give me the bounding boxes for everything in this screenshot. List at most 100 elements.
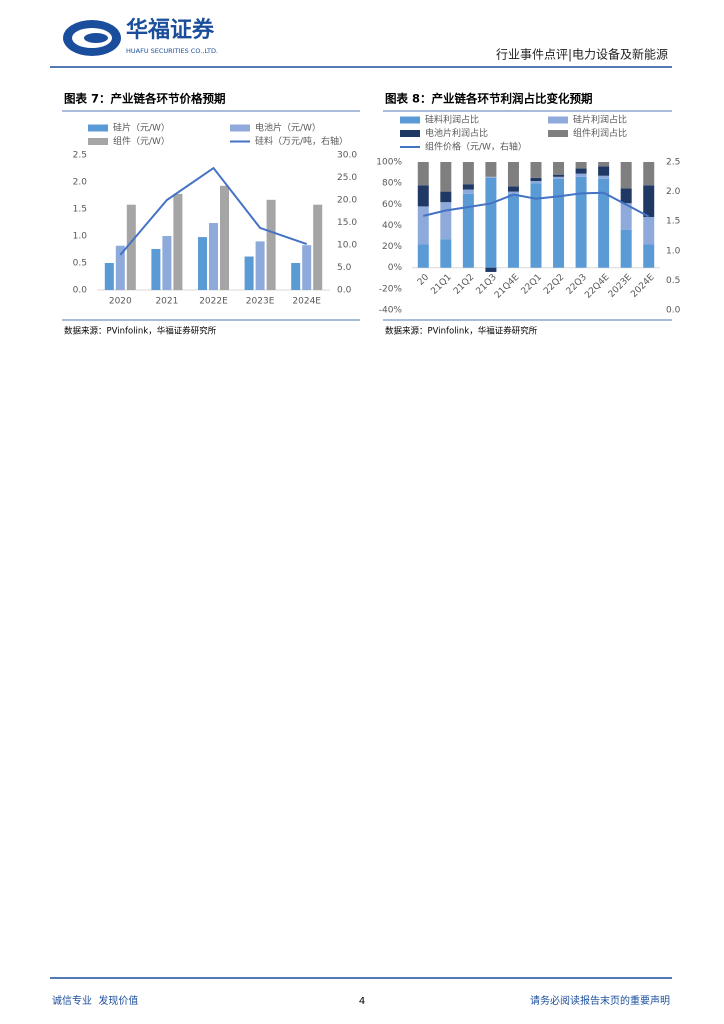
bar-segment xyxy=(620,229,632,268)
x-tick-label: 2022E xyxy=(199,297,228,307)
logo xyxy=(63,20,121,56)
bar-segment xyxy=(440,239,452,268)
bar-segment xyxy=(575,176,587,268)
bar-segment xyxy=(575,168,587,174)
bar-segment xyxy=(620,203,632,230)
y2-tick-label: 20.0 xyxy=(337,196,357,206)
bar-segment xyxy=(440,162,452,192)
bar-segment xyxy=(530,183,542,268)
y-tick-label: -20% xyxy=(379,284,403,294)
bar xyxy=(115,245,125,290)
logo-en: HUAFU SECURITIES CO.,LTD. xyxy=(126,47,218,55)
x-tick-label: 2024E xyxy=(292,297,321,307)
y2-tick-label: 0.5 xyxy=(666,276,680,286)
y2-tick-label: 30.0 xyxy=(337,151,357,161)
x-tick-label: 2023E xyxy=(246,297,275,307)
bar-segment xyxy=(507,186,519,192)
y-tick-label: 80% xyxy=(382,179,402,189)
bar-segment xyxy=(530,177,542,182)
figure-title: 图表 7：产业链各环节价格预期 xyxy=(64,92,226,106)
bar xyxy=(151,248,161,290)
y-tick-label: 60% xyxy=(382,200,402,210)
bar xyxy=(291,263,301,290)
bar xyxy=(244,256,254,290)
y2-tick-label: 5.0 xyxy=(337,263,352,273)
y-tick-label: 20% xyxy=(382,242,402,252)
bar-segment xyxy=(598,175,610,179)
bar-segment xyxy=(575,162,587,169)
bar-segment xyxy=(417,206,429,245)
bar-segment xyxy=(507,162,519,187)
bar-segment xyxy=(485,267,497,272)
bar xyxy=(255,241,265,290)
section-title: 行业事件点评|电力设备及新能源 xyxy=(496,47,668,62)
y2-tick-label: 10.0 xyxy=(337,241,357,251)
x-tick-label: 2021 xyxy=(155,297,178,307)
bar-segment xyxy=(598,166,610,176)
y-tick-label: 0.5 xyxy=(73,259,87,269)
legend-swatch xyxy=(548,130,568,137)
footer-right: 请务必阅读报告末页的重要声明 xyxy=(530,994,670,1007)
legend-label: 硅片（元/W） xyxy=(113,122,170,134)
bar-segment xyxy=(462,184,474,190)
legend-label: 组件利润占比 xyxy=(573,127,627,139)
bar-segment xyxy=(553,162,565,175)
bar-segment xyxy=(530,181,542,184)
bar-segment xyxy=(507,191,519,194)
footer-left: 诚信专业 发现价值 xyxy=(52,994,138,1007)
bar-segment xyxy=(530,162,542,178)
bar-segment xyxy=(643,185,655,217)
y2-tick-label: 25.0 xyxy=(337,173,357,183)
y-tick-label: 1.0 xyxy=(73,232,88,242)
y-tick-label: 0.0 xyxy=(73,286,88,296)
legend-label: 组件（元/W） xyxy=(113,135,170,147)
bar-segment xyxy=(440,202,452,240)
legend-swatch xyxy=(400,116,420,124)
y-tick-label: 100% xyxy=(376,158,402,168)
legend-swatch xyxy=(88,138,108,145)
bar-segment xyxy=(620,162,632,189)
bar-segment xyxy=(485,162,497,177)
bar-segment xyxy=(553,176,565,179)
legend-label: 硅片利润占比 xyxy=(573,114,627,126)
line-series xyxy=(423,191,650,218)
y2-tick-label: 0.0 xyxy=(666,306,681,316)
bar xyxy=(104,263,114,290)
y-tick-label: 1.5 xyxy=(73,205,87,215)
bar-segment xyxy=(575,173,587,177)
bar-segment xyxy=(598,178,610,268)
bar-segment xyxy=(485,176,497,178)
bar-segment xyxy=(553,178,565,268)
y-tick-label: 2.0 xyxy=(73,178,88,188)
y2-tick-label: 1.0 xyxy=(666,246,681,256)
bar-segment xyxy=(643,216,655,245)
legend-swatch xyxy=(230,124,250,132)
bar-segment xyxy=(598,162,610,167)
bar-segment xyxy=(462,189,474,194)
bar xyxy=(220,185,229,290)
legend-label: 电池片（元/W） xyxy=(255,122,321,134)
bar-segment xyxy=(417,244,429,268)
logo-cn: 华福证券 xyxy=(126,17,215,43)
y2-tick-label: 15.0 xyxy=(337,218,357,228)
y2-tick-label: 0.0 xyxy=(337,286,352,296)
y-tick-label: 40% xyxy=(382,221,402,231)
y-tick-label: 0% xyxy=(388,263,403,273)
figure-title: 图表 8：产业链各环节利润占比变化预期 xyxy=(385,92,593,106)
bar xyxy=(173,193,183,290)
bar xyxy=(302,245,312,290)
bar-segment xyxy=(507,193,519,268)
y2-tick-label: 1.5 xyxy=(666,217,680,227)
bar-segment xyxy=(643,162,655,186)
figure-source: 数据来源：PVinfolink，华福证券研究所 xyxy=(64,326,217,337)
legend-label: 硅料（万元/吨，右轴） xyxy=(255,135,348,147)
bar-segment xyxy=(485,177,497,268)
legend-swatch xyxy=(88,124,108,132)
y-tick-label: 2.5 xyxy=(73,151,87,161)
bar xyxy=(313,204,323,290)
legend-swatch xyxy=(400,130,420,137)
line-series xyxy=(119,166,308,256)
bar xyxy=(209,223,218,290)
